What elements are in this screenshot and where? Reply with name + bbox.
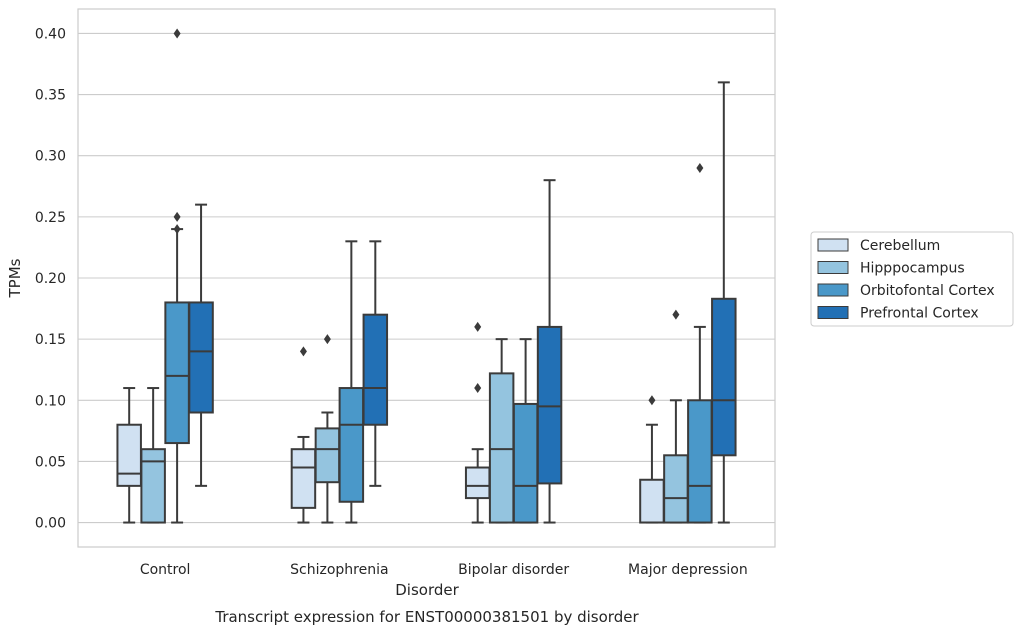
y-tick-label: 0.30 bbox=[35, 149, 66, 165]
legend-label: Cerebellum bbox=[860, 238, 940, 254]
y-tick-label: 0.40 bbox=[35, 26, 66, 42]
y-axis-title: TPMs bbox=[6, 258, 24, 298]
chart-title: Transcript expression for ENST0000038150… bbox=[214, 608, 639, 626]
outlier-point bbox=[299, 346, 307, 357]
box-body bbox=[314, 427, 341, 484]
outlier-point bbox=[672, 309, 680, 320]
x-tick-label: Control bbox=[140, 562, 191, 578]
box-body bbox=[464, 466, 491, 500]
y-tick-labels: 0.00 0.05 0.10 0.15 0.20 0.25 0.30 0.35 0.40 bbox=[35, 26, 66, 531]
box-body bbox=[116, 423, 142, 487]
box bbox=[536, 179, 563, 524]
outlier-point bbox=[173, 224, 181, 235]
box bbox=[338, 240, 365, 524]
legend-swatch bbox=[817, 306, 849, 319]
box bbox=[488, 338, 515, 524]
box bbox=[188, 203, 214, 487]
box-body bbox=[488, 372, 515, 524]
box bbox=[164, 28, 190, 524]
outlier-point bbox=[696, 162, 704, 173]
box bbox=[687, 162, 713, 524]
box-body bbox=[639, 478, 665, 524]
x-tick-labels: Control Schizophrenia Bipolar disorder Majo… bbox=[140, 562, 748, 578]
y-tick-label: 0.20 bbox=[35, 271, 66, 287]
box bbox=[639, 395, 665, 524]
y-tick-label: 0.00 bbox=[35, 516, 66, 532]
box-body bbox=[188, 301, 214, 414]
plot-frame bbox=[77, 8, 776, 548]
legend-swatch bbox=[817, 238, 849, 252]
legend-label: Orbitofontal Cortex bbox=[860, 283, 995, 299]
outlier-point bbox=[173, 28, 181, 39]
box bbox=[663, 309, 689, 524]
x-tick-label: Bipolar disorder bbox=[458, 562, 569, 578]
outlier-point bbox=[173, 211, 181, 222]
x-tick-label: Schizophrenia bbox=[290, 562, 388, 578]
legend-item: Cerebellum bbox=[817, 238, 940, 254]
box bbox=[314, 334, 341, 524]
box-body bbox=[338, 387, 365, 503]
outlier-point bbox=[648, 395, 656, 406]
y-tick-label: 0.15 bbox=[35, 332, 66, 348]
box-body bbox=[687, 399, 713, 524]
box-series bbox=[116, 28, 737, 524]
legend-frame bbox=[810, 231, 1014, 327]
box bbox=[711, 81, 737, 524]
series-orbitofontal-cortex bbox=[164, 28, 713, 524]
outlier-point bbox=[474, 383, 482, 394]
x-axis-title: Disorder bbox=[395, 581, 459, 599]
y-tick-label: 0.35 bbox=[35, 88, 66, 104]
y-tick-label: 0.10 bbox=[35, 393, 66, 409]
box bbox=[116, 387, 142, 524]
box bbox=[512, 338, 539, 524]
series-hipppocampus bbox=[140, 309, 689, 524]
box-body bbox=[663, 454, 689, 524]
x-tick-label: Major depression bbox=[628, 562, 748, 578]
legend-swatch bbox=[817, 261, 849, 274]
y-tick-label: 0.25 bbox=[35, 210, 66, 226]
legend-item: Hipppocampus bbox=[817, 261, 965, 277]
box-body bbox=[711, 297, 737, 457]
outlier-point bbox=[474, 321, 482, 332]
series-cerebellum bbox=[116, 321, 665, 524]
outlier-point bbox=[323, 334, 331, 345]
box bbox=[464, 321, 491, 524]
box-body bbox=[512, 402, 539, 524]
legend-swatch bbox=[817, 283, 849, 297]
box bbox=[290, 346, 317, 524]
legend: Cerebellum Hipppocampus Orbitofontal Corte… bbox=[810, 231, 1014, 327]
box-body bbox=[362, 313, 389, 426]
legend-item: Prefrontal Cortex bbox=[817, 306, 979, 322]
legend-label: Prefrontal Cortex bbox=[860, 306, 979, 322]
y-tick-label: 0.05 bbox=[35, 454, 66, 470]
series-prefrontal-cortex bbox=[188, 81, 737, 524]
box bbox=[140, 387, 166, 524]
box-body bbox=[164, 301, 190, 445]
legend-label: Hipppocampus bbox=[860, 261, 965, 277]
gridlines bbox=[78, 32, 775, 524]
box bbox=[362, 240, 389, 487]
legend-item: Orbitofontal Cortex bbox=[817, 283, 995, 299]
box-body bbox=[536, 325, 563, 485]
box-body bbox=[290, 448, 317, 509]
box-body bbox=[140, 448, 166, 524]
